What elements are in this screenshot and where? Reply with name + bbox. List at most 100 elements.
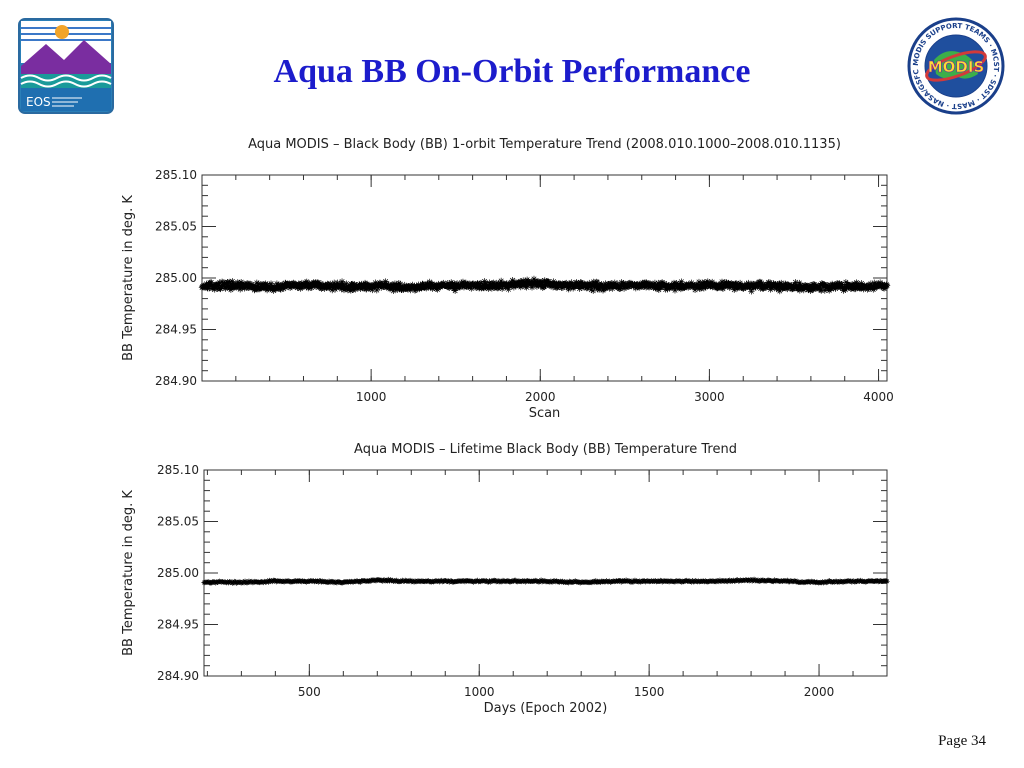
data-point xyxy=(726,578,732,584)
data-point xyxy=(219,279,227,286)
data-point xyxy=(545,278,552,286)
y-tick-label: 284.90 xyxy=(157,669,199,683)
data-point xyxy=(339,280,347,287)
data-point xyxy=(658,279,665,287)
data-point xyxy=(651,279,659,287)
data-point xyxy=(486,279,493,286)
data-point xyxy=(766,279,774,286)
data-point xyxy=(347,287,355,294)
data-point xyxy=(758,279,765,287)
data-point xyxy=(415,281,422,289)
data-point xyxy=(352,578,359,585)
data-point xyxy=(745,282,753,289)
data-point xyxy=(654,281,661,289)
data-point xyxy=(472,284,479,291)
data-point xyxy=(310,279,318,287)
data-point xyxy=(768,284,776,292)
data-point xyxy=(523,284,530,291)
data-point xyxy=(497,277,505,285)
data-point xyxy=(386,285,394,293)
data-point xyxy=(797,282,805,289)
data-point xyxy=(434,286,441,293)
data-point xyxy=(208,279,215,286)
data-point xyxy=(505,286,512,293)
data-point xyxy=(428,280,436,288)
data-point xyxy=(683,281,690,288)
data-point xyxy=(388,283,395,291)
data-point xyxy=(884,578,890,584)
y-tick-label: 284.90 xyxy=(155,374,197,388)
data-point xyxy=(723,578,729,584)
data-point xyxy=(409,281,416,289)
chart-title: Aqua MODIS – Black Body (BB) 1-orbit Tem… xyxy=(248,137,841,152)
data-point xyxy=(378,284,385,291)
data-point xyxy=(708,280,715,287)
data-point xyxy=(539,278,546,285)
data-point xyxy=(865,281,873,289)
data-point xyxy=(671,287,679,294)
data-point xyxy=(450,285,458,292)
data-point xyxy=(215,579,221,585)
data-point xyxy=(521,283,529,290)
data-point xyxy=(717,280,725,287)
data-point xyxy=(840,287,847,294)
data-point xyxy=(752,284,759,291)
data-series xyxy=(198,275,891,295)
data-point xyxy=(595,284,602,292)
data-point xyxy=(395,281,402,289)
data-point xyxy=(588,286,595,294)
data-point xyxy=(569,285,577,292)
data-point xyxy=(255,280,262,287)
data-point xyxy=(683,578,689,584)
data-point xyxy=(207,281,214,289)
data-point xyxy=(681,578,687,585)
data-point xyxy=(329,286,336,294)
data-point xyxy=(796,279,803,287)
data-point xyxy=(489,578,495,584)
data-point xyxy=(657,284,664,291)
data-point xyxy=(620,285,628,292)
data-point xyxy=(359,284,367,292)
data-point xyxy=(230,280,237,287)
data-point xyxy=(592,281,599,289)
data-point xyxy=(558,281,566,289)
data-point xyxy=(570,579,576,585)
data-point xyxy=(338,278,346,285)
data-point xyxy=(515,579,521,585)
data-point xyxy=(369,286,376,294)
data-point xyxy=(768,578,774,584)
data-point xyxy=(228,283,236,290)
data-point xyxy=(723,279,730,286)
data-point xyxy=(871,578,877,585)
data-point xyxy=(347,283,354,290)
data-point xyxy=(592,283,600,290)
data-point xyxy=(383,280,391,288)
data-point xyxy=(650,284,657,291)
data-point xyxy=(382,278,389,285)
data-point xyxy=(308,284,315,291)
data-point xyxy=(671,282,678,290)
data-point xyxy=(203,281,211,289)
data-point xyxy=(241,285,248,292)
data-point xyxy=(370,282,378,289)
data-point xyxy=(852,579,858,585)
data-point xyxy=(358,280,365,288)
data-point xyxy=(838,281,846,288)
data-point xyxy=(561,283,568,290)
data-point xyxy=(771,578,777,585)
data-point xyxy=(503,283,511,290)
data-series xyxy=(201,576,890,586)
data-point xyxy=(818,287,825,294)
data-point xyxy=(328,282,335,290)
data-point xyxy=(249,284,257,292)
data-point xyxy=(280,285,287,292)
data-point xyxy=(338,285,345,293)
data-point xyxy=(423,285,430,292)
data-point xyxy=(511,278,519,286)
data-point xyxy=(602,285,610,292)
data-point xyxy=(695,278,703,286)
data-point xyxy=(217,578,223,584)
data-point xyxy=(769,283,777,290)
data-point xyxy=(745,279,752,287)
data-point xyxy=(250,580,256,586)
